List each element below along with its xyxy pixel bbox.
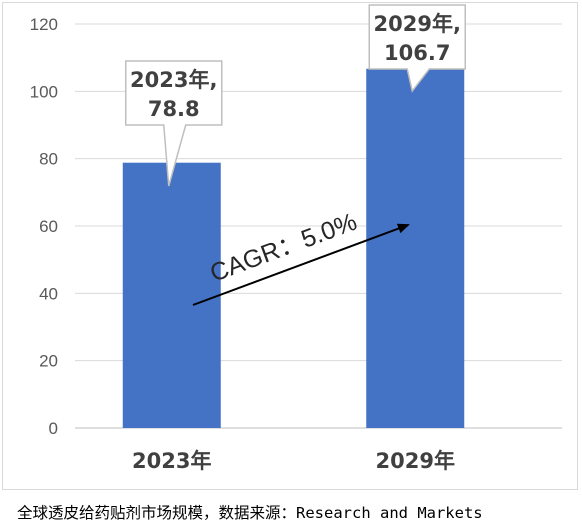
- x-category-label: 2029年: [376, 449, 455, 473]
- callout-label-line2: 78.8: [148, 97, 200, 121]
- y-tick-label: 80: [39, 150, 58, 169]
- x-category-label: 2023年: [132, 449, 211, 473]
- cagr-label: CAGR：5.0%: [206, 208, 360, 288]
- callout-label-line2: 106.7: [384, 41, 450, 65]
- bar-0: [122, 162, 221, 428]
- value-callout-0: 2023年, 78.8: [125, 60, 223, 187]
- value-callout-1: 2029年, 106.7: [368, 4, 466, 93]
- source-note: 全球透皮给药贴剂市场规模，数据来源：Research and Markets: [17, 504, 483, 522]
- callout-label-line1: 2029年,: [374, 12, 461, 36]
- y-tick-label: 20: [39, 352, 58, 371]
- callout-label-line1: 2023年,: [130, 68, 217, 92]
- y-tick-label: 60: [39, 217, 58, 236]
- y-tick-label: 100: [30, 82, 58, 101]
- cagr-arrow: [192, 223, 410, 306]
- bar-1: [366, 68, 465, 428]
- y-tick-label: 40: [39, 284, 58, 303]
- callout-box: [125, 60, 223, 187]
- y-tick-label: 0: [49, 419, 58, 438]
- callout-box: [368, 4, 466, 93]
- chart-frame: [2, 2, 578, 490]
- y-tick-label: 120: [30, 15, 58, 34]
